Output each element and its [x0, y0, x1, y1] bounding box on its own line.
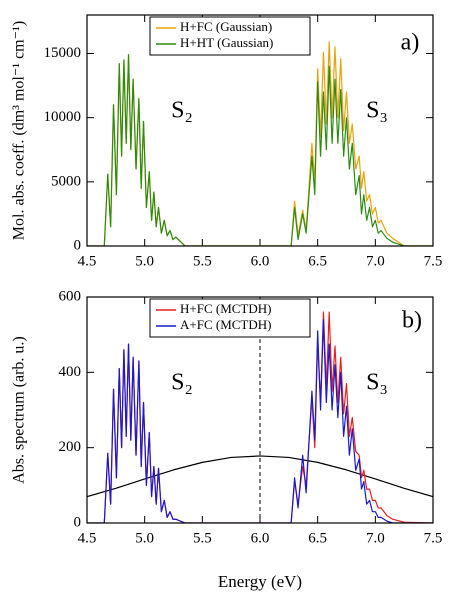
y-tick-label: 10000	[44, 109, 82, 125]
annotation: S₂	[171, 370, 193, 396]
annotation: S₃	[366, 370, 388, 396]
annotation: b)	[402, 308, 422, 334]
x-tick-label: 5.0	[135, 253, 154, 269]
y-tick-label: 400	[59, 364, 82, 380]
y-tick-label: 15000	[44, 45, 82, 61]
series-line	[87, 319, 433, 523]
x-tick-label: 7.5	[424, 253, 443, 269]
x-tick-label: 7.0	[366, 253, 385, 269]
x-tick-label: 6.0	[251, 530, 270, 546]
annotation: S₂	[171, 98, 193, 124]
y-tick-label: 0	[74, 237, 82, 253]
x-tick-label: 6.0	[251, 253, 270, 269]
legend-box	[149, 16, 311, 56]
plot-frame	[86, 296, 434, 524]
legend-label: H+FC (Gaussian)	[180, 19, 272, 34]
legend-label: H+HT (Gaussian)	[180, 35, 273, 50]
y-tick-label: 5000	[51, 173, 81, 189]
legend-label: H+FC (MCTDH)	[180, 301, 271, 316]
x-tick-label: 5.0	[135, 530, 154, 546]
annotation: a)	[401, 30, 420, 56]
x-tick-label: 6.5	[308, 253, 327, 269]
x-tick-label: 7.5	[424, 530, 443, 546]
legend-label: A+FC (MCTDH)	[180, 317, 271, 332]
series-line	[87, 54, 433, 246]
x-axis-label: Energy (eV)	[218, 572, 302, 591]
y-tick-label: 200	[59, 439, 82, 455]
x-tick-label: 7.0	[366, 530, 385, 546]
y-axis-label: Mol. abs. coeff. (dm³ mol⁻¹ cm⁻¹)	[11, 21, 28, 240]
legend-box	[149, 298, 311, 338]
x-tick-label: 4.5	[78, 253, 97, 269]
x-tick-label: 4.5	[78, 530, 97, 546]
x-tick-label: 5.5	[193, 530, 212, 546]
y-tick-label: 600	[59, 288, 82, 304]
x-tick-label: 5.5	[193, 253, 212, 269]
series-line	[87, 455, 433, 498]
y-axis-label: Abs. spectrum (arb. u.)	[11, 336, 28, 484]
x-tick-label: 6.5	[308, 530, 327, 546]
y-tick-label: 0	[74, 514, 82, 530]
plot-frame	[86, 14, 434, 247]
series-line	[87, 41, 433, 246]
annotation: S₃	[366, 98, 388, 124]
